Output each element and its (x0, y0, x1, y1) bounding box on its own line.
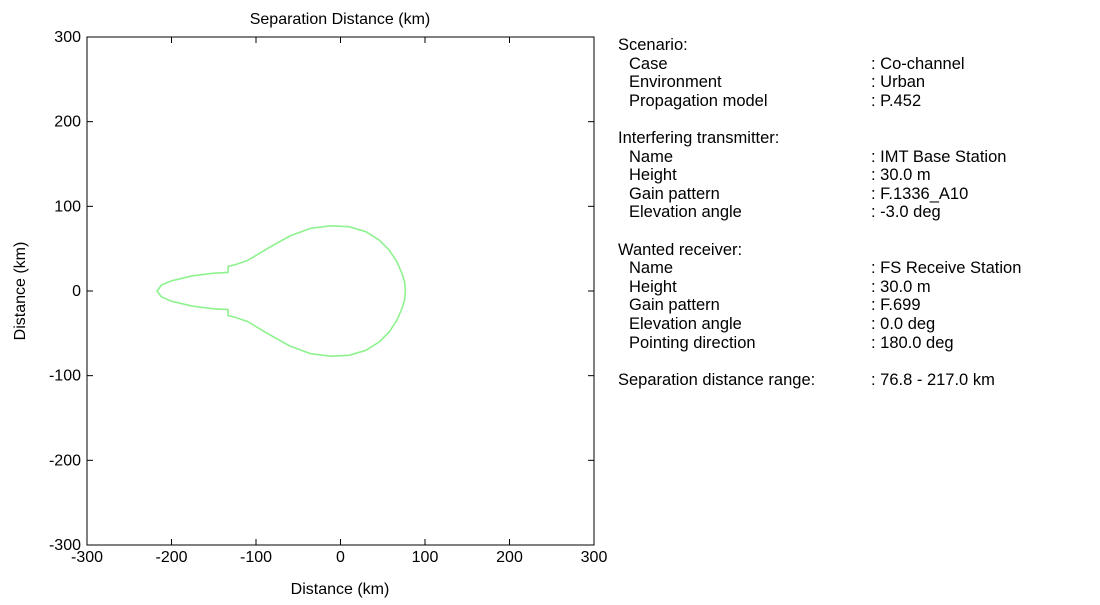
interferer-row: Name : IMT Base Station (618, 148, 1098, 167)
interferer-rows: Name: IMT Base Station Height: 30.0 m Gain… (618, 148, 1098, 222)
y-tick-label: 300 (54, 29, 81, 46)
scenario-row: Propagation model : P.452 (618, 92, 1098, 111)
x-tick-label: -200 (155, 549, 187, 566)
receiver-row-value: : FS Receive Station (871, 259, 1022, 278)
interferer-row: Gain pattern : F.1336_A10 (618, 185, 1098, 204)
x-tick-label: 0 (336, 549, 345, 566)
interferer-row-label: Gain pattern (629, 184, 720, 203)
receiver-heading: Wanted receiver: (618, 240, 743, 259)
interferer-row-value: : IMT Base Station (871, 147, 1007, 166)
y-tick-label: -300 (49, 537, 81, 554)
y-tick-label: 100 (54, 198, 81, 215)
receiver-row-value: : 0.0 deg (871, 314, 936, 333)
chart-title: Separation Distance (km) (250, 11, 431, 28)
y-tick-label: -200 (49, 452, 81, 469)
y-tick-labels: -300 -200 -100 0 100 200 300 (49, 29, 81, 554)
receiver-row-value: : 180.0 deg (871, 333, 954, 352)
interferer-row: Elevation angle : -3.0 deg (618, 203, 1098, 222)
receiver-row: Pointing direction : 180.0 deg (618, 334, 1098, 353)
separation-chart: Separation Distance (km) -300 -200 -100 0 10… (12, 11, 607, 598)
interferer-row-label: Name (629, 147, 674, 166)
interferer-row-value: : 30.0 m (871, 166, 931, 185)
receiver-row-label: Elevation angle (629, 314, 742, 333)
interferer-row-label: Height (629, 166, 677, 185)
receiver-row: Elevation angle : 0.0 deg (618, 315, 1098, 334)
y-axis-label: Distance (km) (12, 242, 29, 341)
scenario-row-value: : Urban (871, 73, 926, 92)
x-tick-labels: -300 -200 -100 0 100 200 300 (71, 549, 607, 566)
x-tick-label: 200 (496, 549, 523, 566)
receiver-row-value: : 30.0 m (871, 277, 931, 296)
receiver-rows: Name: FS Receive Station Height: 30.0 m Ga… (618, 259, 1098, 352)
receiver-row-label: Gain pattern (629, 296, 720, 315)
separation-range-row: Separation distance range: : 76.8 - 217.… (618, 371, 1098, 390)
interferer-row-label: Elevation angle (629, 203, 742, 222)
scenario-row: Environment : Urban (618, 73, 1098, 92)
receiver-row-label: Name (629, 259, 674, 278)
x-tick-label: -300 (71, 549, 103, 566)
separation-range-value: : 76.8 - 217.0 km (871, 370, 995, 389)
receiver-row-value: : F.699 (871, 296, 921, 315)
scenario-row-value: : P.452 (871, 91, 922, 110)
receiver-row: Name : FS Receive Station (618, 259, 1098, 278)
scenario-heading: Scenario: (618, 36, 688, 54)
scenario-rows: Case: Co-channel Environment: Urban Propag… (618, 55, 1098, 111)
scenario-row: Case : Co-channel (618, 55, 1098, 74)
x-axis-label: Distance (km) (291, 581, 390, 598)
plot-area (86, 36, 595, 546)
receiver-row: Height : 30.0 m (618, 278, 1098, 297)
axis-ticks (86, 36, 595, 546)
scenario-row-label: Environment (629, 73, 722, 92)
interferer-row-value: : F.1336_A10 (871, 184, 969, 203)
separation-range-label: Separation distance range: (618, 370, 816, 389)
y-tick-label: 200 (54, 114, 81, 131)
scenario-info-panel: Scenario: Case : Co-channel Environment : U… (618, 36, 1098, 389)
x-tick-label: 300 (581, 549, 608, 566)
scenario-row-label: Propagation model (629, 91, 768, 110)
contour-line (156, 225, 407, 357)
scenario-row-label: Case (629, 54, 668, 73)
y-tick-label: 0 (72, 283, 81, 300)
interferer-row-value: : -3.0 deg (871, 203, 941, 222)
receiver-row: Gain pattern : F.699 (618, 296, 1098, 315)
x-tick-label: -100 (240, 549, 272, 566)
scenario-row-value: : Co-channel (871, 54, 965, 73)
receiver-row-label: Pointing direction (629, 333, 756, 352)
data-series (156, 225, 407, 357)
x-tick-label: 100 (412, 549, 439, 566)
y-tick-label: -100 (49, 368, 81, 385)
interferer-heading: Interfering transmitter: (618, 128, 780, 147)
receiver-row-label: Height (629, 277, 677, 296)
interferer-row: Height : 30.0 m (618, 166, 1098, 185)
